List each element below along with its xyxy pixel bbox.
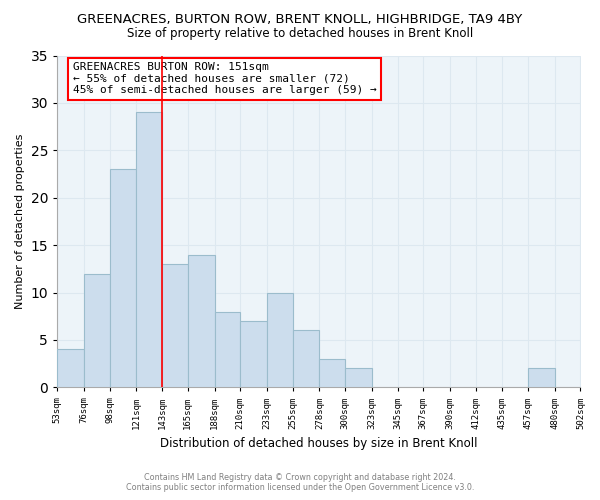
Text: GREENACRES BURTON ROW: 151sqm
← 55% of detached houses are smaller (72)
45% of s: GREENACRES BURTON ROW: 151sqm ← 55% of d… [73, 62, 377, 96]
Bar [293, 330, 319, 388]
Text: Contains HM Land Registry data © Crown copyright and database right 2024.
Contai: Contains HM Land Registry data © Crown c… [126, 473, 474, 492]
Bar [110, 170, 136, 388]
Bar [319, 359, 345, 388]
Bar [188, 254, 215, 388]
Y-axis label: Number of detached properties: Number of detached properties [15, 134, 25, 309]
Text: Size of property relative to detached houses in Brent Knoll: Size of property relative to detached ho… [127, 28, 473, 40]
Text: GREENACRES, BURTON ROW, BRENT KNOLL, HIGHBRIDGE, TA9 4BY: GREENACRES, BURTON ROW, BRENT KNOLL, HIG… [77, 12, 523, 26]
Bar [136, 112, 162, 388]
Bar [240, 321, 267, 388]
Bar [528, 368, 555, 388]
Bar [84, 274, 110, 388]
Bar [267, 292, 293, 388]
X-axis label: Distribution of detached houses by size in Brent Knoll: Distribution of detached houses by size … [160, 437, 478, 450]
Bar [162, 264, 188, 388]
Bar [215, 312, 240, 388]
Bar [345, 368, 372, 388]
Bar [57, 350, 84, 388]
